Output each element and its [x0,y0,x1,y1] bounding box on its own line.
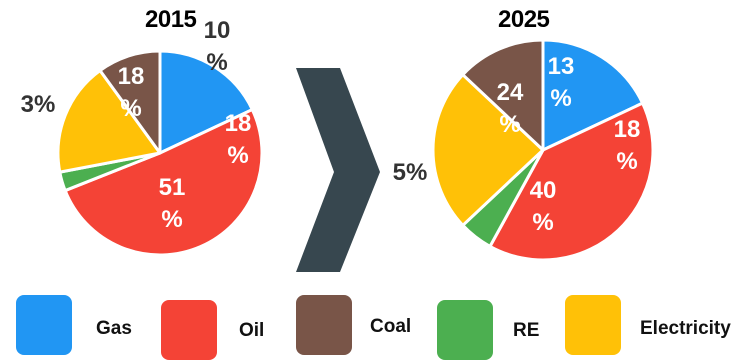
legend-swatch-oil [161,300,217,360]
data-label-oil: 40% [530,177,557,236]
chevron-right-icon [296,68,380,272]
legend-label-oil: Oil [239,320,265,341]
legend-label-electricity: Electricity [640,318,731,339]
pie-slice-coal [461,38,545,152]
legend-label-coal: Coal [370,316,412,337]
data-label-electricity: 24% [497,79,524,138]
data-label-gas: 18% [614,116,641,175]
data-label-re: 5% [393,159,428,186]
pie-2015: 18 % 51 % 3% 18 % 10% [21,17,264,257]
data-label-coal: 13% [548,53,575,112]
legend-label-re: RE [513,320,540,341]
legend-swatch-gas [16,295,72,355]
chart-title-2015: 2015 [145,6,197,33]
data-label-re: 3% [21,91,56,118]
pie-2025: 18 % 40 % 5% 24 % 13% [393,38,655,262]
data-label-electricity: 18% [118,63,145,122]
data-label-oil: 51% [159,174,186,233]
pie-slice-oil [488,101,655,262]
pie-slice-oil [63,108,264,257]
pie-slice-electricity [56,68,162,174]
legend-swatch-re [437,300,493,360]
pie-slice-gas [158,49,254,155]
pie-slice-gas [541,38,645,152]
data-label-coal: 10% [204,17,231,76]
pie-slice-coal [98,49,162,155]
legend-label-gas: Gas [96,318,132,339]
legend-swatch-electricity [565,295,621,355]
pie-slice-electricity [431,73,545,227]
data-label-gas: 18% [225,110,252,169]
legend-swatch-coal [296,295,352,355]
chart-title-2025: 2025 [498,6,550,33]
